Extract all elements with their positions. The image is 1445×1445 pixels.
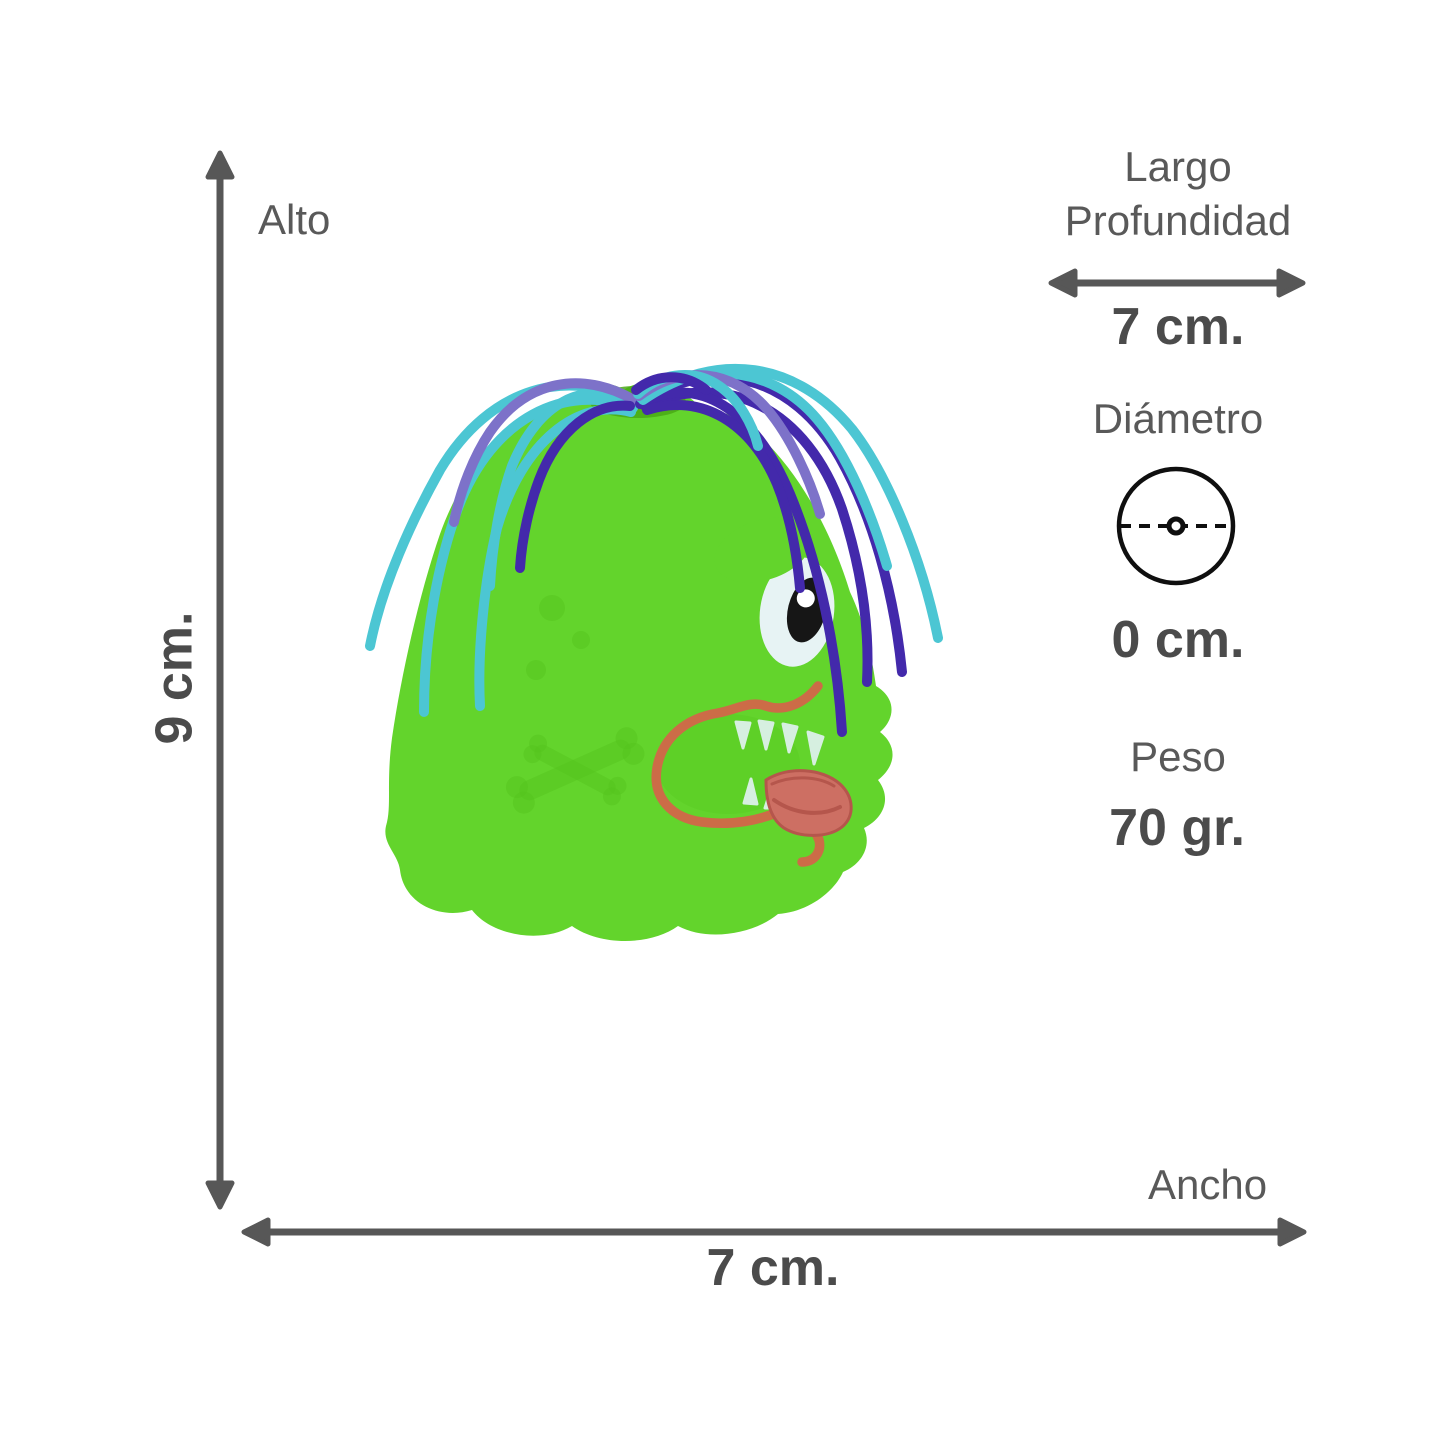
weight-value: 70 gr.: [1109, 799, 1245, 857]
depth-label: Largo Profundidad: [1013, 140, 1343, 248]
product-image: [365, 363, 943, 941]
depth-label-line2: Profundidad: [1064, 196, 1292, 244]
diameter-value: 0 cm.: [1111, 611, 1245, 669]
height-value: 9 cm.: [145, 611, 204, 745]
width-label: Ancho: [1148, 1161, 1268, 1208]
monster-hair: [365, 363, 943, 737]
weight-label: Peso: [1130, 733, 1226, 780]
monster-tongue: [764, 769, 853, 837]
width-value: 7 cm.: [706, 1239, 840, 1297]
monster-mouth: [651, 681, 853, 867]
width-arrow: [241, 1217, 1307, 1247]
monster-toy-illustration: [365, 363, 943, 941]
height-arrow: [205, 150, 235, 1210]
height-label: Alto: [258, 196, 331, 243]
diameter-label: Diámetro: [1092, 395, 1264, 442]
depth-label-line1: Largo: [1124, 143, 1232, 190]
depth-arrow: [1048, 268, 1306, 298]
depth-value: 7 cm.: [1111, 298, 1245, 356]
diameter-circle-icon: [1116, 466, 1236, 586]
